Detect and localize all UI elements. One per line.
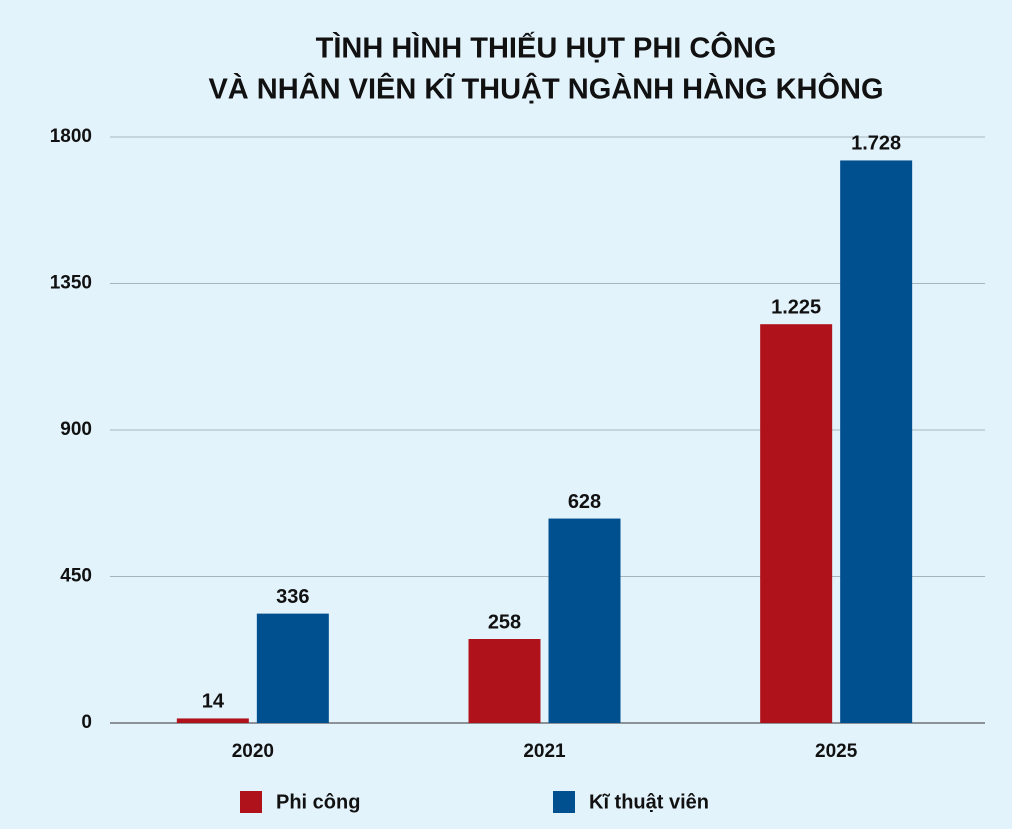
value-label: 14 — [202, 691, 225, 713]
legend-label: Phi công — [276, 791, 360, 813]
y-tick-label: 1800 — [50, 126, 92, 147]
bar — [760, 324, 833, 723]
y-tick-label: 0 — [81, 712, 92, 733]
y-tick-label: 450 — [60, 566, 92, 587]
bar — [176, 718, 249, 723]
value-label: 1.728 — [851, 133, 901, 155]
bar — [548, 518, 621, 723]
chart-title: TÌNH HÌNH THIẾU HỤT PHI CÔNG — [316, 31, 777, 65]
y-tick-label: 1350 — [50, 273, 92, 294]
legend-swatch — [553, 791, 575, 813]
x-tick-label: 2025 — [815, 741, 858, 762]
bar — [468, 639, 541, 723]
x-tick-label: 2020 — [232, 741, 274, 762]
value-label: 628 — [568, 491, 601, 513]
legend-swatch — [240, 791, 262, 813]
chart-title: VÀ NHÂN VIÊN KĨ THUẬT NGÀNH HÀNG KHÔNG — [208, 72, 883, 106]
value-label: 1.225 — [771, 296, 821, 318]
x-tick-label: 2021 — [523, 741, 566, 762]
y-tick-label: 900 — [60, 419, 92, 440]
bar — [256, 613, 329, 723]
legend-label: Kĩ thuật viên — [589, 791, 709, 813]
value-label: 336 — [276, 586, 309, 608]
bar — [840, 160, 913, 723]
value-label: 258 — [488, 611, 521, 633]
